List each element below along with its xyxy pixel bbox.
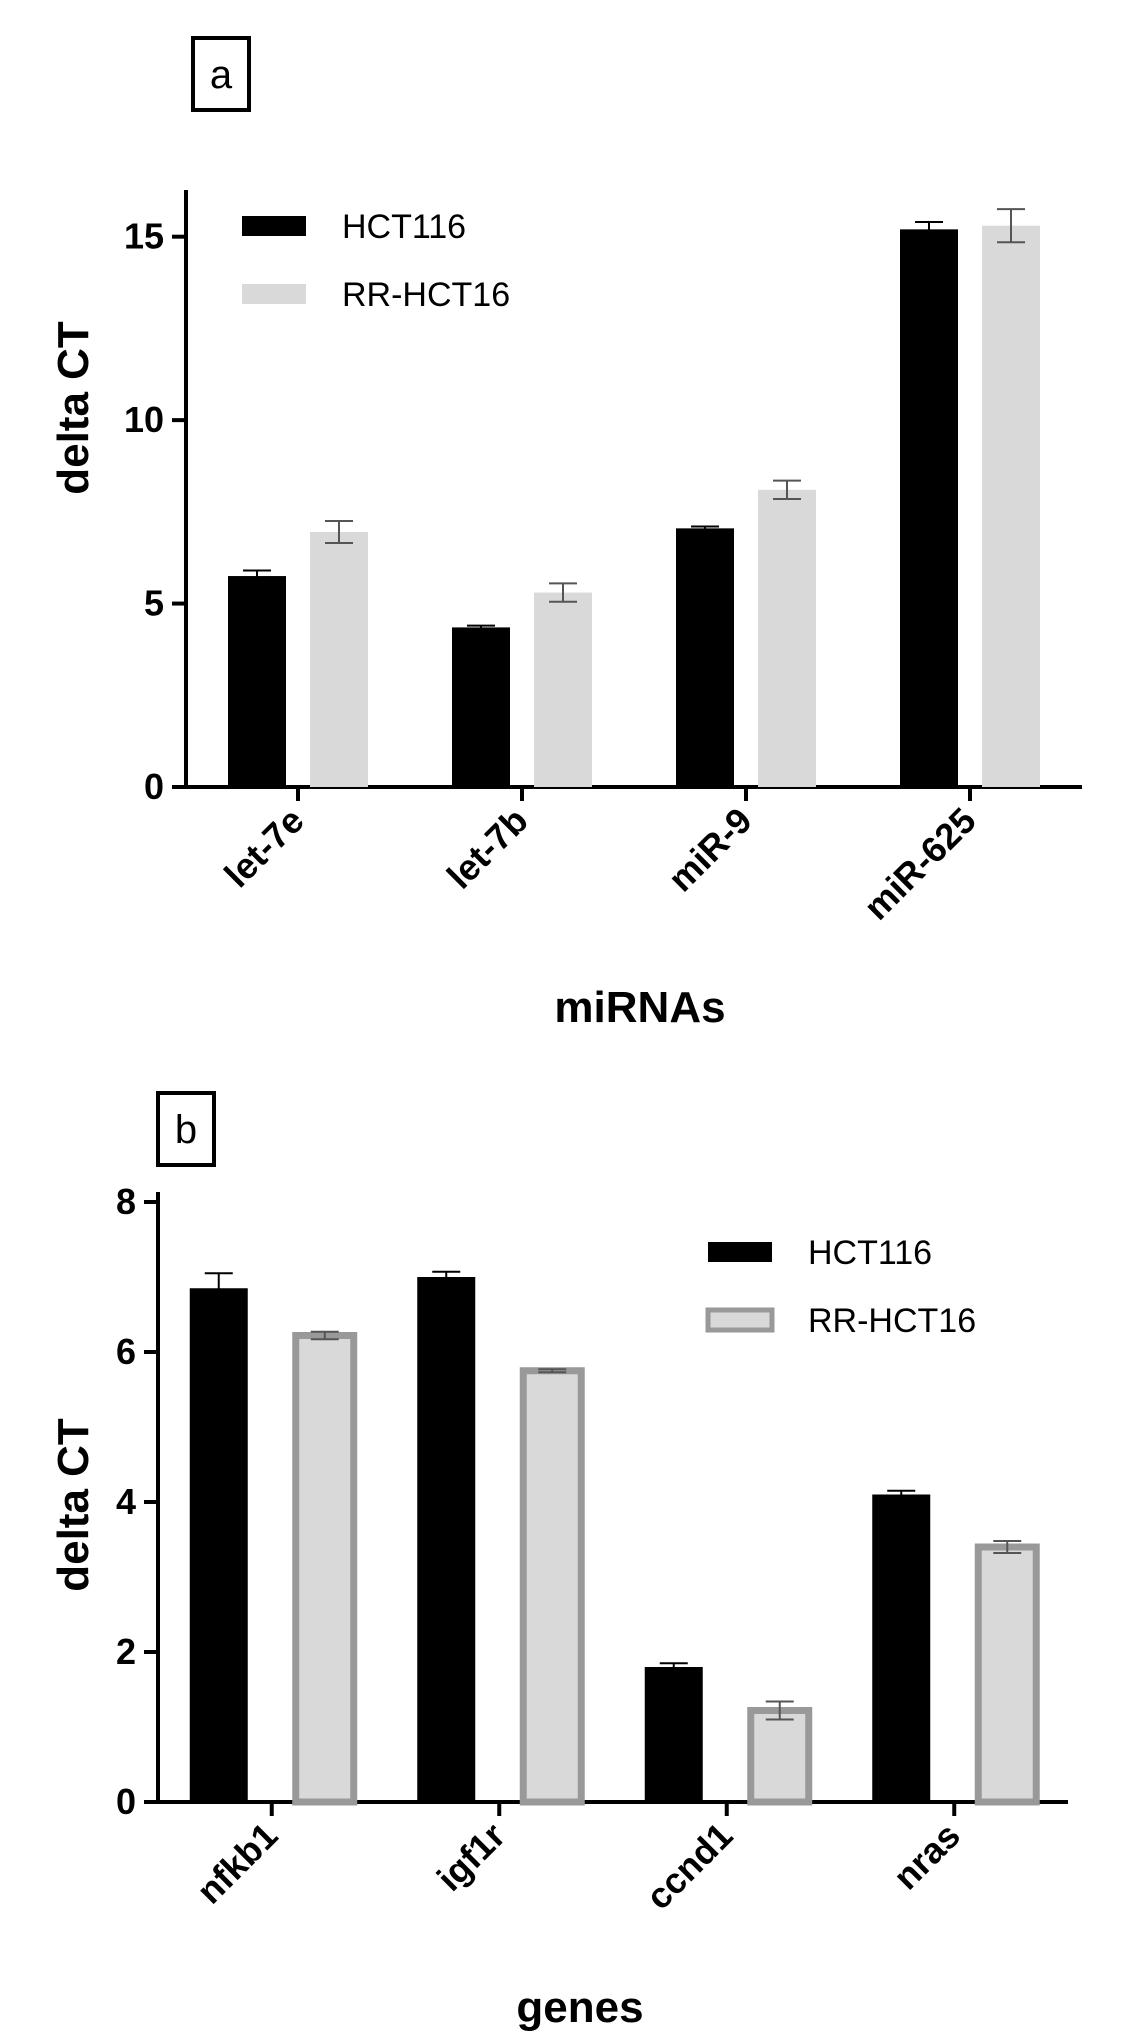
panel-a-xlabel: miRNAs (554, 983, 725, 1032)
bar-miR-9-hct116 (676, 528, 734, 787)
x-tick-label: nras (885, 1815, 968, 1898)
y-tick-label: 0 (144, 766, 164, 807)
y-tick-label: 0 (116, 1781, 136, 1822)
y-tick-label: 10 (124, 399, 164, 440)
x-tick-label: igf1r (429, 1815, 513, 1899)
bar-miR-9-rr-hct16 (758, 489, 816, 787)
y-tick-label: 15 (124, 216, 164, 257)
panel-b-ylabel: delta CT (49, 1418, 98, 1592)
panel-b-xlabel: genes (516, 1983, 643, 2032)
x-tick-label: let-7b (439, 800, 536, 897)
bar-nras-rr-hct16 (974, 1543, 1040, 1806)
x-tick-label: miR-9 (660, 800, 760, 900)
panel-a-label-box (191, 36, 251, 112)
bar-nras-hct116 (872, 1494, 931, 1802)
bar-igf1r-hct116 (417, 1277, 476, 1802)
x-tick-label: ccnd1 (638, 1815, 741, 1918)
legend-label-hct116: HCT116 (808, 1234, 932, 1272)
x-tick-label: nfkb1 (189, 1815, 286, 1912)
y-tick-label: 2 (116, 1631, 136, 1672)
y-tick-label: 4 (116, 1481, 136, 1522)
bar-ccnd1-rr-hct16 (747, 1707, 813, 1806)
bar-let-7e-hct116 (228, 576, 286, 787)
legend-label-hct116: HCT116 (342, 208, 466, 246)
panel-a: a 0 5 10 15 let-7e let-7b miR-9 miR-625 HCT116 RR… (49, 36, 1082, 1032)
panel-a-label: a (210, 53, 233, 97)
bar-nfkb1-hct116 (189, 1288, 248, 1802)
bar-let-7b-hct116 (452, 627, 510, 787)
legend-swatch-hct116 (708, 1242, 772, 1262)
bar-miR-625-rr-hct16 (982, 225, 1040, 787)
y-tick-label: 6 (116, 1331, 136, 1372)
plot-area-a: 0 5 10 15 let-7e let-7b miR-9 miR-625 HCT116 RR-H… (124, 190, 1082, 928)
panel-b-label: b (175, 1108, 197, 1152)
bar-nfkb1-rr-hct16 (292, 1332, 358, 1806)
legend-swatch-rr-hct16 (705, 1307, 775, 1333)
plot-area-b: 0 2 4 6 8 nfkb1 igf1r ccnd1 nras HCT116 RR-HCT16 (116, 1181, 1068, 1917)
y-tick-label: 8 (116, 1181, 136, 1222)
y-tick-label: 5 (144, 583, 164, 624)
x-tick-label: miR-625 (856, 800, 984, 928)
legend-swatch-rr-hct16 (242, 284, 306, 304)
legend-label-rr-hct16: RR-HCT16 (808, 1302, 976, 1340)
legend-label-rr-hct16: RR-HCT16 (342, 276, 510, 314)
x-tick-label: let-7e (216, 800, 311, 895)
panel-a-ylabel: delta CT (49, 321, 98, 495)
bar-ccnd1-hct116 (644, 1667, 703, 1802)
bar-let-7e-rr-hct16 (310, 532, 368, 787)
bar-igf1r-rr-hct16 (519, 1367, 585, 1806)
panel-b-label-box (156, 1091, 216, 1167)
bar-miR-625-hct116 (900, 229, 958, 788)
panel-b: b 0 2 4 6 8 nfkb1 igf1r ccnd1 nras HCT116 RR-HCT16… (49, 1091, 1068, 2032)
bar-let-7b-rr-hct16 (534, 592, 592, 787)
legend-swatch-hct116 (242, 216, 306, 236)
